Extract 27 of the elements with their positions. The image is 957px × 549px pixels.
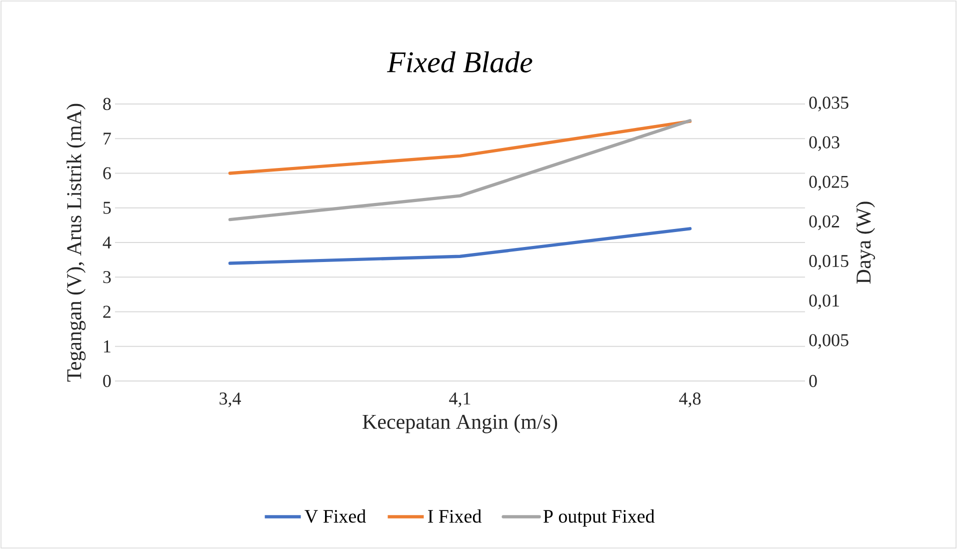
y2-tick-label: 0,01: [809, 294, 839, 310]
chart-title: Fixed Blade: [386, 51, 532, 72]
x-tick-label: 4,8: [679, 392, 701, 408]
y2-tick-label: 0,03: [809, 136, 840, 151]
legend-label: P output Fixed: [543, 509, 655, 527]
x-tick-label: 4,1: [449, 392, 470, 408]
x-tick-label: 3,4: [220, 392, 241, 408]
y-tick-label: 2: [103, 306, 110, 318]
y2-tick-label: 0,02: [809, 215, 840, 230]
y-axis-title: Tegangan (V), Arus Listrik (mA): [66, 104, 86, 382]
y-tick-label: 7: [104, 132, 111, 145]
y2-tick-label: 0,035: [809, 96, 848, 112]
y2-tick-label: 0,005: [809, 334, 848, 349]
y-tick-label: 4: [102, 236, 112, 248]
legend-label: I Fixed: [428, 509, 482, 523]
y-tick-label: 5: [104, 202, 111, 214]
legend-label: V Fixed: [304, 509, 366, 523]
y2-tick-label: 0,015: [809, 254, 848, 270]
y2-tick-label: 0,025: [809, 176, 848, 191]
y-tick-label: 8: [103, 98, 111, 110]
y-tick-label: 3: [103, 271, 111, 284]
y2-axis-title: Daya (W): [856, 202, 876, 284]
y-tick-label: 0: [103, 374, 111, 388]
x-axis-title: Kecepatan Angin (m/s): [362, 414, 558, 434]
y2-tick-label: 0: [809, 374, 817, 388]
y-tick-label: 1: [104, 340, 110, 352]
y-tick-label: 6: [103, 167, 111, 180]
